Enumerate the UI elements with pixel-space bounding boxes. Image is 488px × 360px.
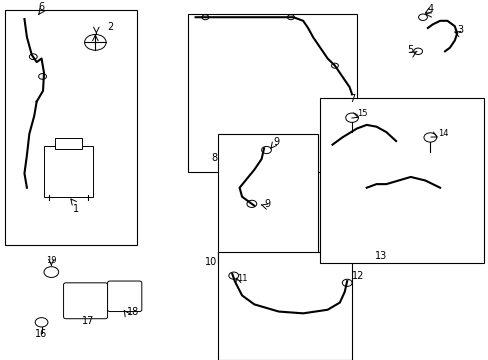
FancyBboxPatch shape	[107, 281, 142, 311]
FancyBboxPatch shape	[63, 283, 107, 319]
Text: 19: 19	[46, 256, 57, 265]
Text: 16: 16	[35, 329, 48, 339]
Text: 9: 9	[264, 199, 270, 210]
FancyBboxPatch shape	[320, 98, 483, 263]
Text: 6: 6	[39, 2, 44, 12]
Text: 8: 8	[211, 153, 217, 163]
Text: 13: 13	[374, 252, 387, 261]
Text: 17: 17	[81, 316, 94, 326]
Text: 9: 9	[273, 137, 280, 147]
FancyBboxPatch shape	[188, 14, 356, 172]
Text: 18: 18	[127, 307, 139, 317]
FancyBboxPatch shape	[44, 147, 93, 197]
Text: 15: 15	[356, 109, 366, 118]
FancyBboxPatch shape	[217, 252, 351, 360]
Text: 14: 14	[437, 129, 447, 138]
Text: 4: 4	[427, 4, 433, 14]
Text: 5: 5	[406, 45, 412, 55]
FancyBboxPatch shape	[55, 138, 82, 149]
FancyBboxPatch shape	[5, 10, 137, 245]
Text: 11: 11	[237, 274, 247, 283]
Text: 1: 1	[73, 204, 80, 214]
Text: 12: 12	[351, 271, 364, 281]
Text: 3: 3	[456, 25, 463, 35]
Text: 10: 10	[205, 257, 217, 267]
Text: 7: 7	[349, 94, 355, 104]
FancyBboxPatch shape	[217, 134, 317, 263]
Text: 2: 2	[107, 22, 114, 32]
